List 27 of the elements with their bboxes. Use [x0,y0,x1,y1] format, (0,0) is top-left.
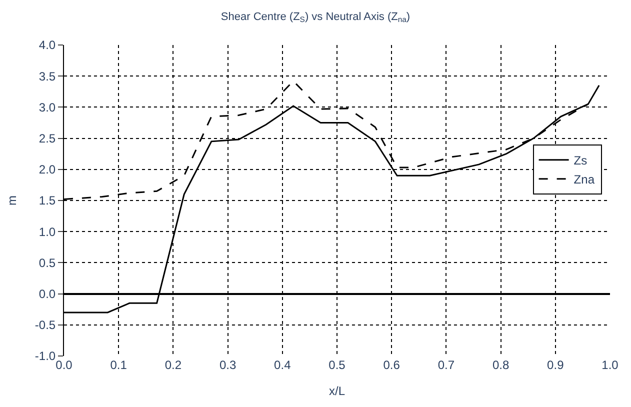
y-tick-label: 4.0 [38,38,56,52]
x-tick-label: 1.0 [602,358,619,372]
x-tick-label: 0.3 [219,358,236,372]
y-tick-label: 2.5 [38,132,56,146]
x-tick-label: 0.0 [56,358,73,372]
x-tick-label: 0.2 [164,358,182,372]
y-tick-label: 0.5 [38,256,56,270]
y-tick-label: 0.0 [38,287,56,301]
x-tick-label: 0.4 [274,358,292,372]
y-tick-label: 1.0 [38,224,56,239]
x-tick-label: 0.1 [110,358,128,372]
x-tick-label: 0.7 [438,358,455,372]
legend-label: Zs [574,154,588,168]
y-tick-label: 3.0 [38,100,56,114]
y-tick-label: 1.5 [38,194,56,208]
x-tick-label: 0.5 [328,358,346,372]
y-tick-label: 3.5 [38,69,56,84]
chart-title: Shear Centre (Z$_{S}$) vs Neutral Axis (Z$_{na}$) [220,10,410,24]
x-tick-label: 0.8 [492,358,510,372]
x-axis-title: x/L [328,384,346,398]
y-tick-label: -0.5 [34,318,56,332]
x-tick-label: 0.9 [547,358,564,372]
legend-label: Zna [574,172,595,187]
x-tick-label: 0.6 [383,358,400,372]
y-tick-label: -1.0 [34,349,56,364]
y-axis-title: m [5,196,20,206]
y-tick-label: 2.0 [38,162,56,177]
